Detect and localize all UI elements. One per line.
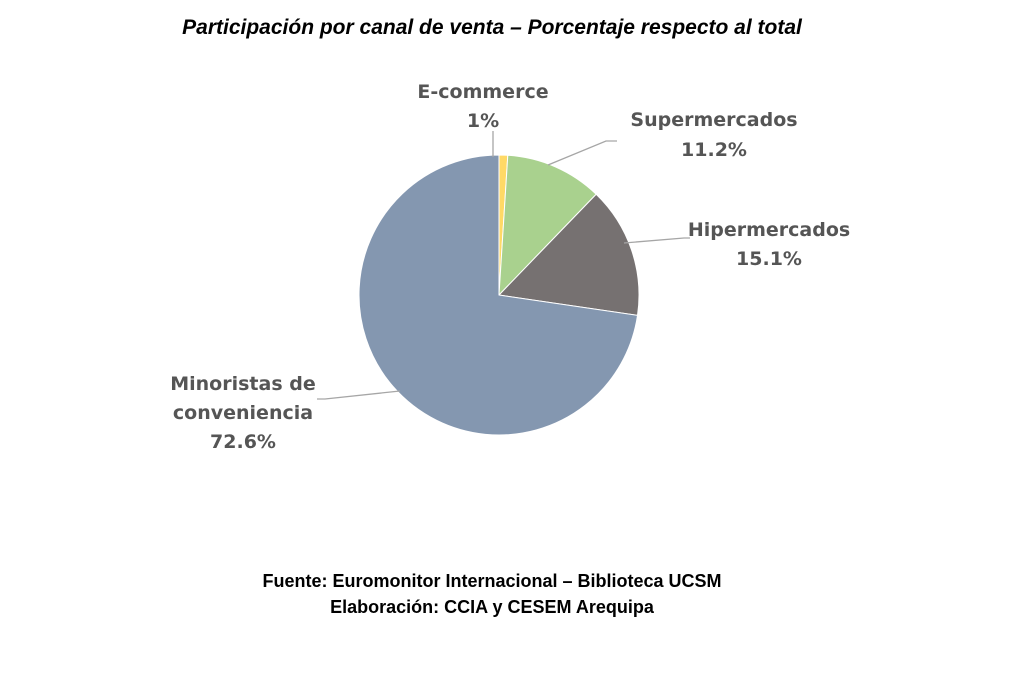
footer-source: Fuente: Euromonitor Internacional – Bibl… bbox=[262, 571, 722, 591]
leader-line-minoristas bbox=[317, 390, 401, 400]
pie-slice-hipermercados bbox=[497, 193, 640, 316]
slice-label-minoristas-line2: conveniencia bbox=[173, 402, 313, 424]
leader-line-supermercados bbox=[547, 140, 617, 166]
slice-label-minoristas-line1: Minoristas de bbox=[170, 373, 316, 395]
footer-credit: Elaboración: CCIA y CESEM Arequipa bbox=[330, 597, 654, 617]
slice-value-hipermercados: 15.1% bbox=[736, 248, 802, 270]
slice-label-supermercados: Supermercados bbox=[630, 109, 797, 131]
slice-value-minoristas: 72.6% bbox=[210, 431, 276, 453]
leader-line-hipermercados bbox=[623, 237, 690, 244]
pie-slice-minoristas-de-conveniencia bbox=[358, 154, 639, 436]
slice-value-supermercados: 11.2% bbox=[681, 139, 747, 161]
slice-label-ecommerce: E-commerce bbox=[417, 81, 548, 103]
pie-slice-supermercados bbox=[498, 154, 597, 297]
pie-slices bbox=[358, 154, 640, 436]
slice-label-hipermercados: Hipermercados bbox=[688, 219, 850, 241]
chart-title: Participación por canal de venta – Porce… bbox=[182, 16, 802, 39]
slice-value-ecommerce: 1% bbox=[467, 110, 499, 132]
